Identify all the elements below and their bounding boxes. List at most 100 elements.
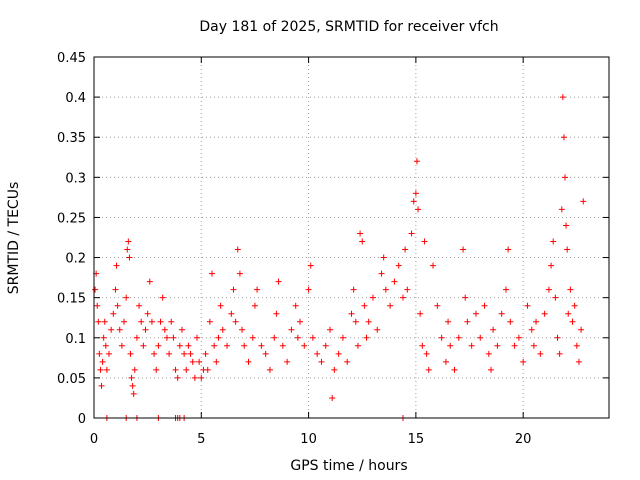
data-point [507, 318, 514, 325]
data-point [125, 238, 132, 245]
data-point [359, 238, 366, 245]
data-point [234, 246, 241, 253]
data-point [425, 366, 432, 373]
data-point [485, 350, 492, 357]
plot-frame [93, 56, 610, 419]
y-tick-label: 0.2 [65, 252, 86, 267]
data-point [258, 342, 265, 349]
data-point [112, 286, 119, 293]
data-point [554, 334, 561, 341]
data-point [391, 278, 398, 285]
data-point [548, 262, 555, 269]
data-point [228, 310, 235, 317]
data-point [189, 358, 196, 365]
data-point [515, 334, 522, 341]
data-point [196, 358, 203, 365]
data-point [174, 374, 181, 381]
data-point [153, 366, 160, 373]
data-point [344, 358, 351, 365]
x-tick-label: 20 [515, 432, 532, 447]
data-point [490, 326, 497, 333]
data-points [92, 94, 587, 421]
data-point [430, 262, 437, 269]
data-point [271, 334, 278, 341]
data-point [151, 350, 158, 357]
data-point [318, 358, 325, 365]
data-point [232, 318, 239, 325]
data-point [294, 334, 301, 341]
data-point [412, 190, 419, 197]
data-point [108, 326, 115, 333]
data-point [157, 318, 164, 325]
data-point [146, 278, 153, 285]
data-point [468, 342, 475, 349]
data-point [307, 262, 314, 269]
data-point [194, 334, 200, 341]
data-point [110, 310, 117, 317]
data-point [251, 302, 258, 309]
data-point [198, 374, 205, 381]
data-point [159, 294, 166, 301]
x-tick-label: 5 [197, 432, 205, 447]
data-point [541, 310, 548, 317]
data-point [331, 366, 338, 373]
data-point [166, 350, 173, 357]
data-point [138, 318, 145, 325]
data-point [97, 366, 104, 373]
data-point [564, 246, 571, 253]
data-point [419, 342, 426, 349]
data-point [322, 342, 329, 349]
data-point [98, 382, 105, 389]
data-point [447, 342, 454, 349]
data-point [402, 246, 409, 253]
data-point [266, 366, 273, 373]
data-point [408, 230, 415, 237]
data-point [305, 286, 312, 293]
data-point [505, 246, 512, 253]
data-point [559, 94, 566, 101]
data-point [462, 294, 469, 301]
x-tick-label: 0 [90, 432, 98, 447]
data-point [131, 366, 138, 373]
data-point [178, 326, 185, 333]
data-point [161, 326, 168, 333]
data-point [556, 350, 563, 357]
data-point [365, 318, 372, 325]
data-point [472, 310, 479, 317]
data-point [445, 318, 452, 325]
data-point [378, 270, 385, 277]
data-point [155, 342, 162, 349]
data-point [550, 238, 557, 245]
data-point [284, 358, 291, 365]
data-point [498, 310, 505, 317]
data-point [558, 206, 565, 213]
data-point [417, 310, 424, 317]
data-point [487, 366, 494, 373]
data-point [580, 198, 587, 205]
data-point [537, 350, 544, 357]
data-point [219, 326, 226, 333]
data-point [464, 318, 471, 325]
data-point [241, 342, 248, 349]
data-point [363, 334, 370, 341]
data-point [103, 366, 110, 373]
y-tick-label: 0.25 [57, 211, 86, 226]
data-point [204, 366, 211, 373]
y-tick-label: 0.45 [57, 51, 86, 66]
data-point [95, 318, 102, 325]
data-point [127, 350, 134, 357]
data-point [136, 302, 143, 309]
data-point [327, 326, 334, 333]
data-point [126, 254, 133, 261]
data-point [206, 318, 213, 325]
x-axis-label: GPS time / hours [290, 458, 407, 474]
data-point [545, 286, 552, 293]
data-point [571, 302, 578, 309]
data-point [528, 326, 535, 333]
data-point [191, 374, 198, 381]
data-point [279, 342, 286, 349]
data-point [369, 294, 376, 301]
data-point [314, 350, 321, 357]
data-point [273, 310, 280, 317]
data-point [176, 342, 183, 349]
